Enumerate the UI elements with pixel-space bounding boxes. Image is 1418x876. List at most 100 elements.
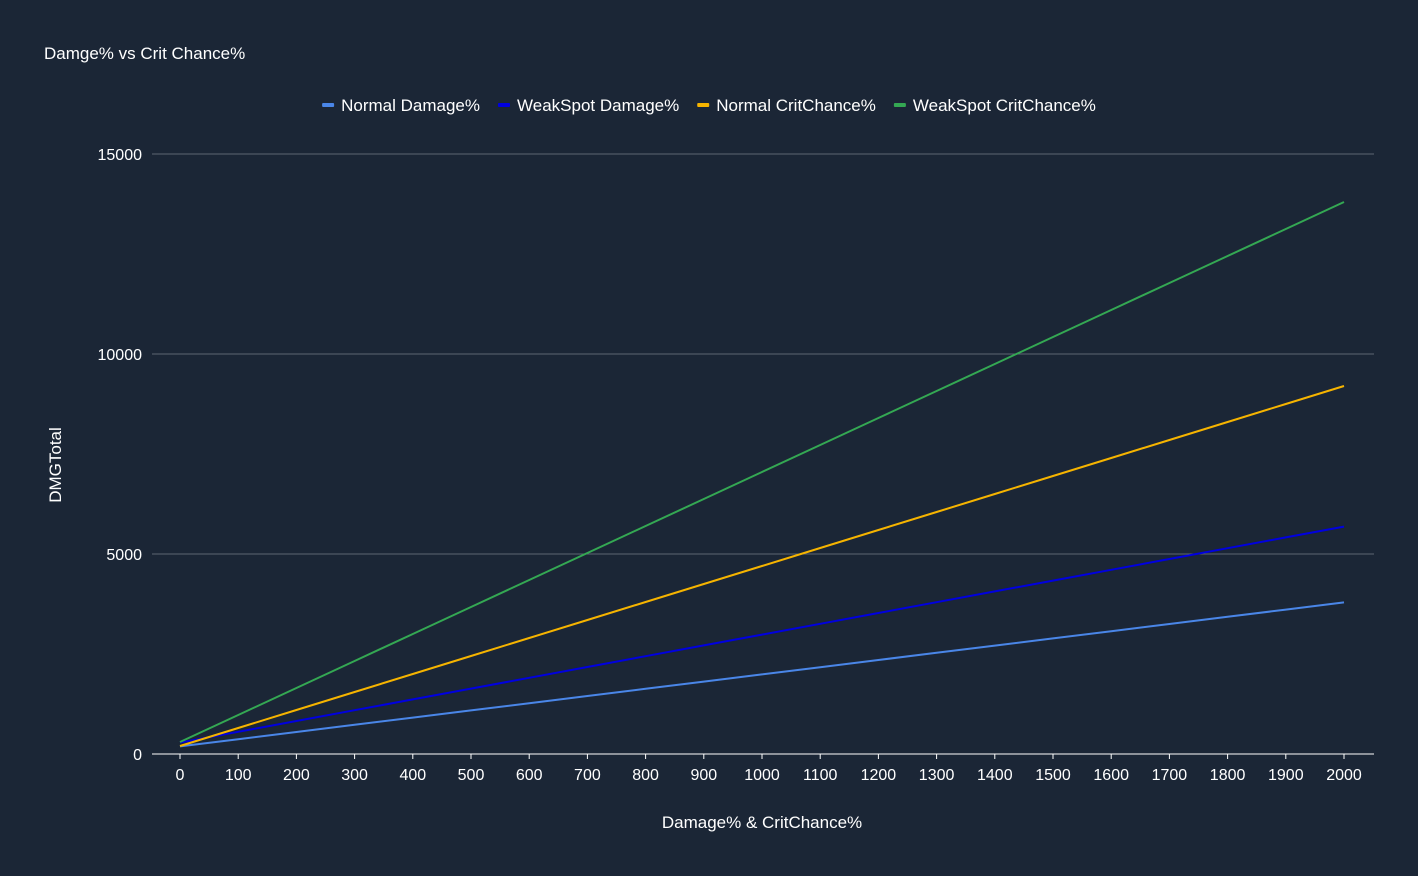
data-point[interactable] bbox=[1284, 535, 1288, 539]
data-point[interactable] bbox=[993, 492, 997, 496]
data-point[interactable] bbox=[818, 622, 822, 626]
data-point[interactable] bbox=[760, 564, 764, 568]
data-point[interactable] bbox=[1342, 200, 1346, 204]
y-axis-title: DMGTotal bbox=[46, 427, 65, 503]
data-point[interactable] bbox=[935, 600, 939, 604]
data-point[interactable] bbox=[1109, 456, 1113, 460]
data-point[interactable] bbox=[236, 737, 240, 741]
data-point[interactable] bbox=[178, 744, 182, 748]
data-point[interactable] bbox=[353, 659, 357, 663]
data-point[interactable] bbox=[469, 708, 473, 712]
data-point[interactable] bbox=[1109, 568, 1113, 572]
data-point[interactable] bbox=[993, 589, 997, 593]
data-point[interactable] bbox=[1051, 335, 1055, 339]
data-point[interactable] bbox=[1284, 227, 1288, 231]
legend-label: WeakSpot Damage% bbox=[517, 96, 679, 115]
data-point[interactable] bbox=[702, 643, 706, 647]
data-point[interactable] bbox=[818, 443, 822, 447]
data-point[interactable] bbox=[702, 680, 706, 684]
series-line-1[interactable] bbox=[179, 601, 1345, 748]
data-point[interactable] bbox=[294, 708, 298, 712]
data-point[interactable] bbox=[294, 719, 298, 723]
data-point[interactable] bbox=[1167, 438, 1171, 442]
data-point[interactable] bbox=[1051, 636, 1055, 640]
legend-item[interactable]: WeakSpot Damage% bbox=[498, 96, 679, 115]
data-point[interactable] bbox=[527, 636, 531, 640]
legend-label: Normal Damage% bbox=[341, 96, 480, 115]
data-point[interactable] bbox=[411, 716, 415, 720]
data-point[interactable] bbox=[760, 672, 764, 676]
legend-swatch bbox=[498, 103, 510, 107]
data-point[interactable] bbox=[1109, 308, 1113, 312]
data-point[interactable] bbox=[644, 687, 648, 691]
data-point[interactable] bbox=[1226, 254, 1230, 258]
data-point[interactable] bbox=[527, 676, 531, 680]
data-point[interactable] bbox=[876, 658, 880, 662]
data-point[interactable] bbox=[469, 605, 473, 609]
data-point[interactable] bbox=[411, 697, 415, 701]
data-point[interactable] bbox=[644, 524, 648, 528]
data-point[interactable] bbox=[993, 644, 997, 648]
series-line-4[interactable] bbox=[179, 201, 1345, 743]
data-point[interactable] bbox=[236, 726, 240, 730]
data-point[interactable] bbox=[1342, 600, 1346, 604]
data-point[interactable] bbox=[353, 690, 357, 694]
data-point[interactable] bbox=[1226, 615, 1230, 619]
data-point[interactable] bbox=[1342, 384, 1346, 388]
data-point[interactable] bbox=[876, 416, 880, 420]
data-point[interactable] bbox=[527, 701, 531, 705]
data-point[interactable] bbox=[760, 470, 764, 474]
data-point[interactable] bbox=[585, 618, 589, 622]
data-point[interactable] bbox=[876, 611, 880, 615]
x-tick-label: 600 bbox=[516, 767, 543, 784]
data-point[interactable] bbox=[644, 600, 648, 604]
data-point[interactable] bbox=[876, 528, 880, 532]
x-tick-label: 1000 bbox=[744, 767, 780, 784]
data-point[interactable] bbox=[1109, 629, 1113, 633]
legend-item[interactable]: Normal CritChance% bbox=[697, 96, 876, 115]
data-point[interactable] bbox=[818, 546, 822, 550]
data-point[interactable] bbox=[1051, 474, 1055, 478]
data-point[interactable] bbox=[1342, 525, 1346, 529]
data-point[interactable] bbox=[935, 651, 939, 655]
data-point[interactable] bbox=[585, 694, 589, 698]
data-point[interactable] bbox=[411, 672, 415, 676]
data-point[interactable] bbox=[1167, 557, 1171, 561]
legend-item[interactable]: WeakSpot CritChance% bbox=[893, 96, 1096, 115]
data-point[interactable] bbox=[702, 582, 706, 586]
data-point[interactable] bbox=[935, 389, 939, 393]
data-point[interactable] bbox=[1051, 579, 1055, 583]
data-point[interactable] bbox=[527, 578, 531, 582]
x-tick-label: 0 bbox=[176, 767, 185, 784]
data-point[interactable] bbox=[294, 686, 298, 690]
series-line-3[interactable] bbox=[179, 385, 1345, 747]
data-point[interactable] bbox=[236, 730, 240, 734]
x-tick-label: 1800 bbox=[1210, 767, 1246, 784]
data-point[interactable] bbox=[760, 633, 764, 637]
data-point[interactable] bbox=[178, 740, 182, 744]
data-point[interactable] bbox=[1226, 546, 1230, 550]
data-point[interactable] bbox=[702, 497, 706, 501]
data-point[interactable] bbox=[935, 510, 939, 514]
data-point[interactable] bbox=[1284, 402, 1288, 406]
data-point[interactable] bbox=[1284, 608, 1288, 612]
data-point[interactable] bbox=[818, 665, 822, 669]
data-point[interactable] bbox=[1167, 622, 1171, 626]
legend-item[interactable]: Normal Damage% bbox=[322, 96, 480, 115]
legend[interactable]: Normal Damage% WeakSpot Damage% Normal Cri… bbox=[322, 96, 1096, 115]
data-point[interactable] bbox=[644, 654, 648, 658]
data-point[interactable] bbox=[294, 730, 298, 734]
data-point[interactable] bbox=[585, 551, 589, 555]
data-point[interactable] bbox=[411, 632, 415, 636]
data-point[interactable] bbox=[585, 665, 589, 669]
series-line-2[interactable] bbox=[179, 525, 1345, 744]
data-point[interactable] bbox=[1226, 420, 1230, 424]
data-point[interactable] bbox=[353, 723, 357, 727]
data-point[interactable] bbox=[236, 713, 240, 717]
data-point[interactable] bbox=[1167, 281, 1171, 285]
x-tick-label: 1400 bbox=[977, 767, 1013, 784]
data-point[interactable] bbox=[469, 687, 473, 691]
data-point[interactable] bbox=[353, 708, 357, 712]
data-point[interactable] bbox=[469, 654, 473, 658]
data-point[interactable] bbox=[993, 362, 997, 366]
